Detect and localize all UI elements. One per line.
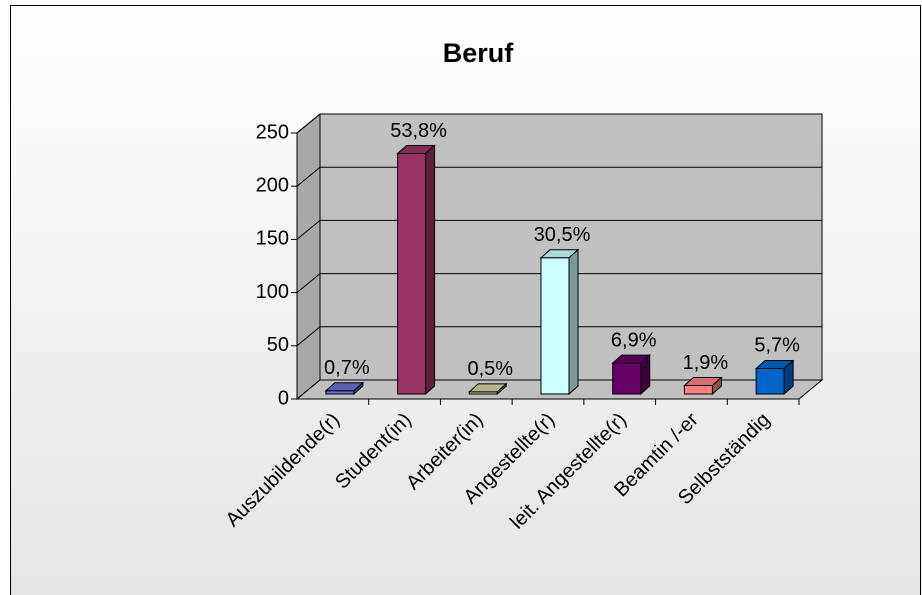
bar-side [353,381,364,396]
value-label: 6,9% [611,329,657,351]
value-label: 1,9% [683,352,729,374]
y-tick-label: 0 [278,387,289,409]
bar-side [711,376,722,396]
value-label: 5,7% [754,335,800,357]
y-tick-label: 150 [256,228,289,250]
bar [754,359,795,396]
y-tick-label: 100 [256,281,289,303]
side-wall [296,112,321,401]
grid-line [296,326,822,347]
bar [611,354,652,396]
y-tick-label: 250 [256,121,289,143]
bar [467,382,508,396]
bar-side [496,382,507,396]
bar-front [683,384,713,395]
bar [396,144,436,396]
value-label: 0,7% [324,357,370,379]
value-label: 0,5% [467,358,513,380]
grid-line [296,273,822,293]
chart-title: Beruf [443,38,515,68]
bar-front [540,257,570,395]
bar-side [568,248,579,396]
grid-line [296,379,822,400]
bar-side [425,144,436,396]
bar-front [397,153,427,395]
value-label: 30,5% [534,224,591,246]
grid-line [296,166,822,187]
bar-side [783,359,794,396]
bar-front [612,362,642,395]
bar [324,381,365,396]
y-tick-label: 50 [267,334,289,356]
bar [683,376,723,396]
bar-front [755,367,785,395]
bar [539,248,580,396]
grid-line [296,113,822,134]
grid-line [296,219,822,240]
bar-side [640,354,651,396]
y-tick-label: 200 [256,174,289,196]
value-label: 53,8% [390,120,447,142]
